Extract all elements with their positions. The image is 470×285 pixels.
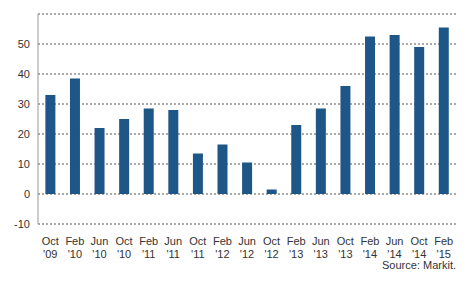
svg-text:Oct'14: Oct'14 [411,235,428,258]
svg-text:Jun'11: Jun'11 [164,235,182,258]
svg-text:30: 30 [18,98,30,110]
html-text:Source: Markit.: Source: Markit. [382,259,456,271]
svg-text:Feb'14: Feb'14 [360,235,379,258]
svg-text:40: 40 [18,68,30,80]
svg-text:-10: -10 [14,218,30,230]
svg-text:50: 50 [18,38,30,50]
svg-text:Oct'11: Oct'11 [189,235,206,258]
svg-text:0: 0 [24,188,30,200]
svg-text:Feb'10: Feb'10 [65,235,84,258]
svg-text:Feb'12: Feb'12 [213,235,232,258]
svg-text:Oct'13: Oct'13 [337,235,354,258]
svg-text:Oct'12: Oct'12 [263,235,280,258]
svg-text:20: 20 [18,128,30,140]
svg-text:Jun'12: Jun'12 [238,235,256,258]
svg-text:Jun'13: Jun'13 [312,235,330,258]
svg-text:Feb'11: Feb'11 [139,235,158,258]
svg-text:Feb'15: Feb'15 [434,235,453,258]
svg-text:Oct'09: Oct'09 [42,235,59,258]
svg-text:Feb'13: Feb'13 [287,235,306,258]
svg-text:Jun'10: Jun'10 [91,235,109,258]
svg-text:Jun'14: Jun'14 [386,235,404,258]
svg-text:Oct'10: Oct'10 [115,235,132,258]
svg-text:10: 10 [18,158,30,170]
